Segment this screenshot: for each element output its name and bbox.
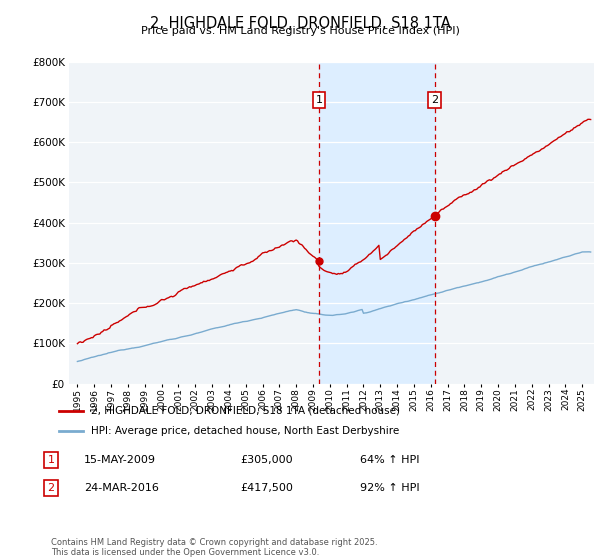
Text: 2, HIGHDALE FOLD, DRONFIELD, S18 1TA: 2, HIGHDALE FOLD, DRONFIELD, S18 1TA <box>149 16 451 31</box>
Text: Price paid vs. HM Land Registry's House Price Index (HPI): Price paid vs. HM Land Registry's House … <box>140 26 460 36</box>
Text: 64% ↑ HPI: 64% ↑ HPI <box>360 455 419 465</box>
Text: 92% ↑ HPI: 92% ↑ HPI <box>360 483 419 493</box>
Text: 2: 2 <box>47 483 55 493</box>
Text: 1: 1 <box>47 455 55 465</box>
Text: 1: 1 <box>316 95 323 105</box>
Text: 24-MAR-2016: 24-MAR-2016 <box>84 483 159 493</box>
Text: 2, HIGHDALE FOLD, DRONFIELD, S18 1TA (detached house): 2, HIGHDALE FOLD, DRONFIELD, S18 1TA (de… <box>91 405 400 416</box>
Text: Contains HM Land Registry data © Crown copyright and database right 2025.
This d: Contains HM Land Registry data © Crown c… <box>51 538 377 557</box>
Text: £305,000: £305,000 <box>240 455 293 465</box>
Bar <box>319 62 434 384</box>
Text: £417,500: £417,500 <box>240 483 293 493</box>
Text: HPI: Average price, detached house, North East Derbyshire: HPI: Average price, detached house, Nort… <box>91 426 400 436</box>
Text: 2: 2 <box>431 95 438 105</box>
Text: 15-MAY-2009: 15-MAY-2009 <box>84 455 156 465</box>
